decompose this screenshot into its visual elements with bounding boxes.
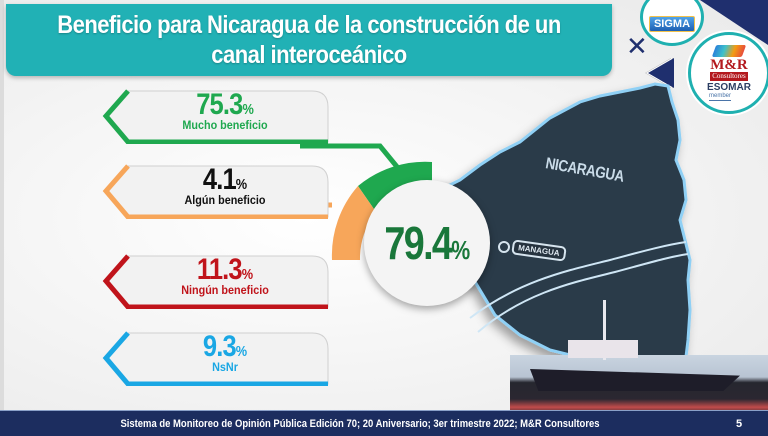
footer-source: Sistema de Monitoreo de Opinión Pública … [120,417,600,430]
card-nsnr: 9.3% NsNr [100,330,330,386]
gauge-percent-sign: % [450,235,470,265]
card-value: 75.3% [136,89,315,126]
nicaragua-map: NICARAGUA MANAGUA [440,80,768,410]
percent-sign: % [241,266,254,283]
card-algun-beneficio: 4.1% Algún beneficio [100,163,330,219]
card-value: 4.1% [136,164,315,201]
ship-cabin [568,340,638,358]
card-shape-red [102,254,329,309]
sigma-logo-text: SIGMA [648,16,696,32]
page-title: Beneficio para Nicaragua de la construcc… [57,11,561,69]
mr-logo-subtitle: Consultores [710,72,748,81]
card-label: Algún beneficio [184,193,266,207]
percent-sign: % [235,176,248,193]
ship-hull [530,369,740,391]
percent-sign: % [235,343,248,360]
ship-photo [510,355,768,410]
member-label: member [709,93,732,101]
triangle-pointer-icon [648,58,674,88]
card-label: NsNr [212,360,238,374]
value-number: 4.1 [202,163,237,196]
percent-sign: % [242,101,254,118]
footer-bar: Sistema de Monitoreo de Opinión Pública … [0,410,768,436]
mr-consultores-logo: M&R Consultores ESOMAR member [688,32,768,114]
ship-mast [603,300,606,360]
map-pin-icon [498,241,510,253]
map-shape-icon [440,82,692,367]
value-number: 75.3 [196,88,243,121]
gauge-center: 79.4% [364,180,490,306]
gauge-value: 79.4% [384,216,470,270]
card-label: Mucho beneficio [182,118,268,132]
gauge: 79.4% [300,140,520,340]
slide-left-edge [0,0,4,410]
card-ningun-beneficio: 11.3% Ningún beneficio [100,253,330,309]
card-shape-orange [102,164,329,219]
card-shape-green [102,89,329,144]
tablet-chart-icon [711,45,747,57]
value-number: 11.3 [196,253,243,286]
card-value: 9.3% [136,331,315,368]
sigma-logo: SIGMA [640,0,704,46]
card-mucho-beneficio: 75.3% Mucho beneficio [100,88,330,144]
card-shape-blue [102,331,329,386]
card-value: 11.3% [136,254,315,291]
value-number: 9.3 [202,330,237,363]
mr-logo-name: M&R [710,57,748,73]
gauge-number: 79.4 [384,217,452,269]
x-mark-icon: ✕ [626,32,648,62]
title-banner: Beneficio para Nicaragua de la construcc… [6,4,612,76]
card-label: Ningún beneficio [181,283,269,297]
page-number: 5 [736,417,743,430]
esomar-label: ESOMAR [707,82,751,93]
